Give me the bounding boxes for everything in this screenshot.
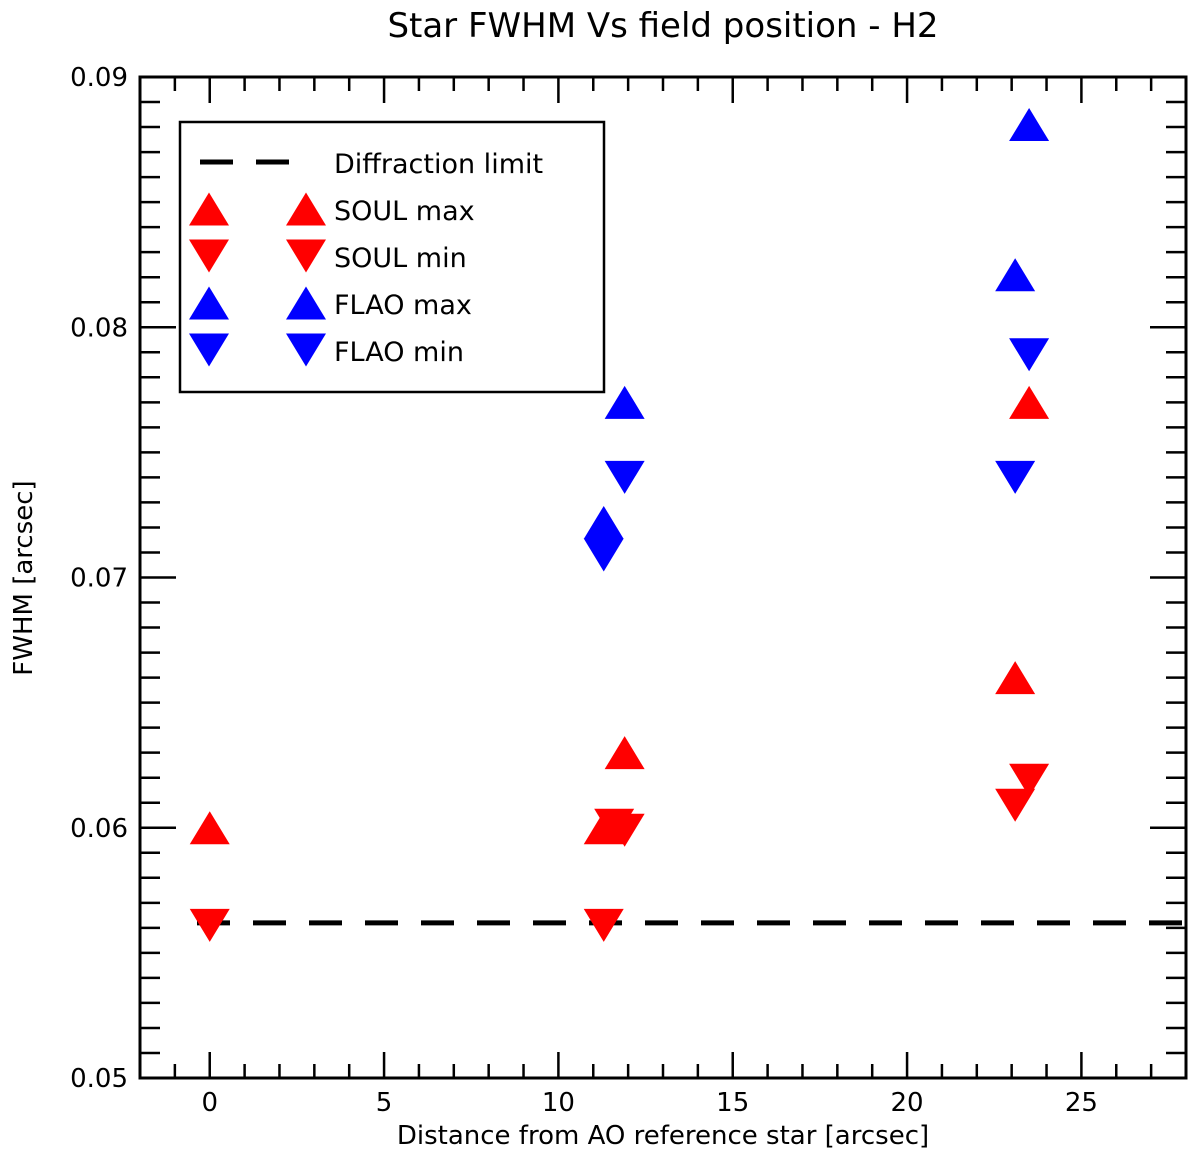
soul-min-point [604, 813, 645, 847]
legend-label-soul-min: SOUL min [334, 243, 467, 274]
soul-max-point [604, 736, 645, 770]
data-markers [189, 108, 1050, 942]
legend-box [178, 120, 606, 394]
y-axis-label: FWHM [arcsec] [9, 480, 39, 675]
flao-min-point [583, 538, 624, 572]
x-axis-label: Distance from AO reference star [arcsec] [397, 1121, 929, 1151]
x-tick-label: 25 [1065, 1088, 1098, 1118]
legend-marker-flao-max [189, 286, 229, 320]
legend: Diffraction limit SOUL max SOUL min FLAO m… [178, 120, 606, 394]
plot-frame [138, 75, 1188, 1080]
flao-max-point [1009, 108, 1050, 142]
x-tick-label: 0 [201, 1088, 218, 1118]
y-tick-label: 0.08 [70, 313, 128, 343]
soul-max-point [1009, 385, 1050, 419]
legend-marker-soul-min [189, 239, 229, 273]
legend-marker-flao-max [286, 286, 326, 320]
axis-ticks: 0 5 10 15 20 25 0.05 0.06 0.07 0.08 0.09 [70, 63, 1186, 1118]
soul-min-point [995, 788, 1036, 822]
y-tick-label: 0.05 [70, 1064, 128, 1094]
flao-max-point [604, 385, 645, 419]
flao-min-point [995, 460, 1036, 494]
flao-max-point [583, 505, 624, 539]
legend-marker-flao-min [286, 333, 326, 367]
flao-min-point [604, 460, 645, 494]
soul-max-point [995, 661, 1036, 695]
soul-max-point [189, 811, 230, 845]
legend-label-flao-min: FLAO min [334, 337, 464, 368]
legend-items: SOUL max SOUL min FLAO max FLAO min [189, 192, 475, 368]
legend-label-flao-max: FLAO max [334, 290, 472, 321]
x-tick-label: 15 [716, 1088, 749, 1118]
soul-min-point [583, 908, 624, 942]
soul-min-point [189, 908, 230, 942]
legend-marker-soul-max [189, 192, 229, 226]
flao-max-point [995, 258, 1036, 292]
y-tick-label: 0.07 [70, 564, 128, 594]
chart-title: Star FWHM Vs field position - H2 [387, 6, 938, 46]
legend-label-diffraction-limit: Diffraction limit [334, 149, 543, 180]
legend-marker-soul-min [286, 239, 326, 273]
flao-min-point [1009, 338, 1050, 372]
legend-label-soul-max: SOUL max [334, 196, 475, 227]
legend-marker-soul-max [286, 192, 326, 226]
y-tick-label: 0.06 [70, 814, 128, 844]
x-tick-label: 20 [891, 1088, 924, 1118]
y-tick-label: 0.09 [70, 63, 128, 93]
x-tick-label: 5 [376, 1088, 393, 1118]
x-tick-label: 10 [542, 1088, 575, 1118]
legend-marker-flao-min [189, 333, 229, 367]
soul-min-point [1009, 763, 1050, 797]
